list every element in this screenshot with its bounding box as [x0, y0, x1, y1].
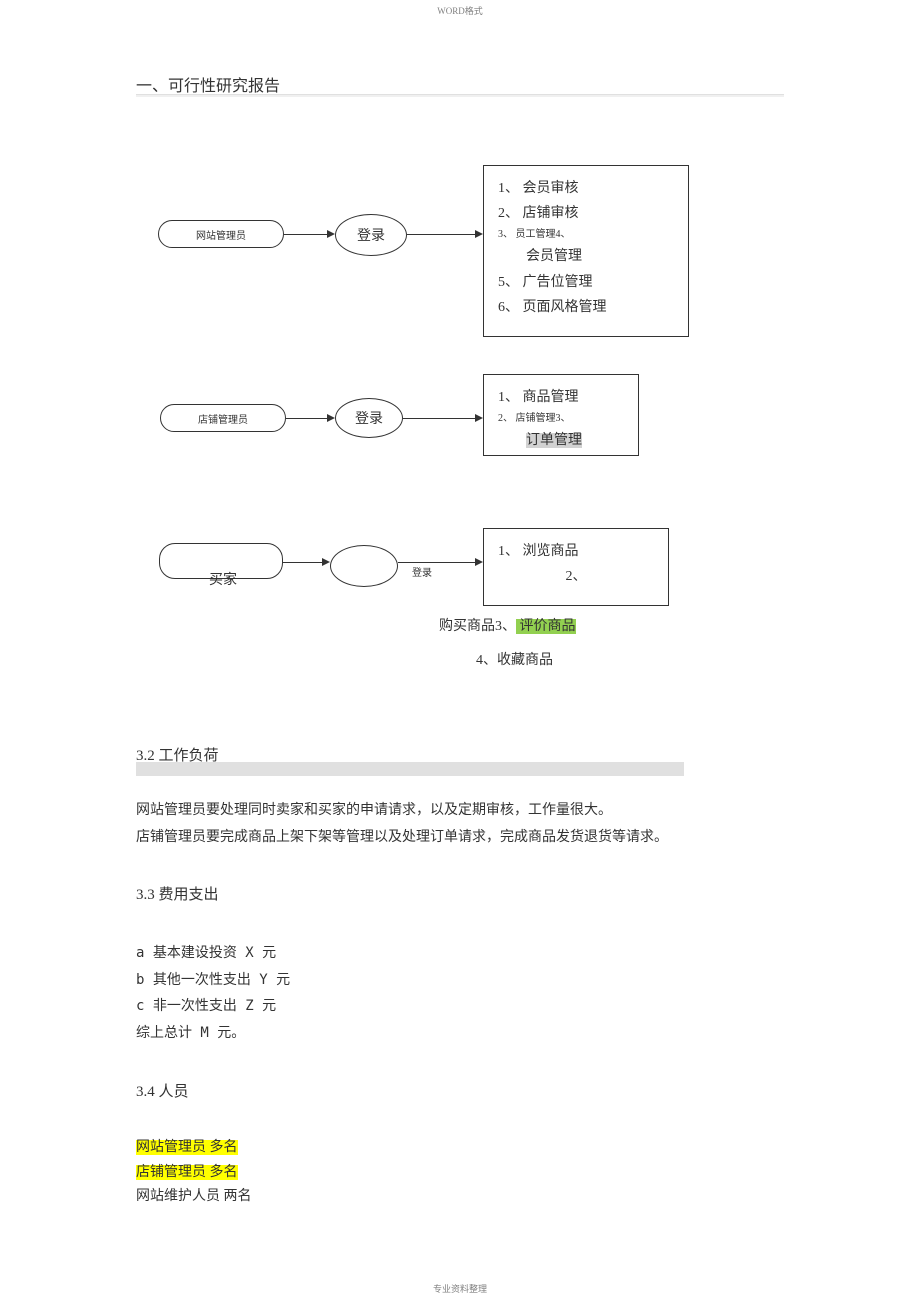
section-3-4-items: 网站管理员 多名店铺管理员 多名网站维护人员 两名: [136, 1136, 252, 1210]
arrow-head-icon: [475, 558, 483, 566]
flow2-list-item: 订单管理: [498, 428, 624, 453]
flow1-actor-box: 网站管理员: [158, 220, 284, 248]
flow3-outside-line: 购买商品3、 评价商品: [439, 615, 576, 635]
flow3-below-line: 4、收藏商品: [476, 649, 553, 669]
footer-label: 专业资料整理: [433, 1282, 487, 1295]
cost-item: a 基本建设投资 X 元: [136, 940, 290, 967]
section-3-3-heading: 3.3 费用支出: [136, 883, 219, 904]
personnel-item: 店铺管理员 多名: [136, 1165, 238, 1180]
flow2-list-item: 1、 商品管理: [498, 385, 624, 410]
flow2-actor-label: 店铺管理员: [198, 411, 248, 426]
flow3-list-item: 1、 浏览商品: [498, 539, 654, 564]
flow1-list-item: 5、 广告位管理: [498, 270, 674, 295]
flowchart-area: 网站管理员 登录 1、 会员审核2、 店铺审核3、 员工管理4、会员管理5、 广…: [0, 0, 920, 700]
arrow-line: [283, 562, 324, 563]
personnel-item: 网站维护人员 两名: [136, 1189, 252, 1204]
body-line: 网站管理员要处理同时卖家和买家的申请请求，以及定期审核，工作量很大。: [136, 798, 668, 825]
arrow-head-icon: [475, 414, 483, 422]
arrow-line: [286, 418, 329, 419]
flow3-list-item: 2、: [498, 564, 654, 589]
arrow-head-icon: [322, 558, 330, 566]
flow2-actor-box: 店铺管理员: [160, 404, 286, 432]
flow3-action-oval: [330, 545, 398, 587]
flow2-action-label: 登录: [355, 408, 383, 428]
flow1-list-item: 1、 会员审核: [498, 176, 674, 201]
flow1-actor-label: 网站管理员: [196, 227, 246, 242]
section-3-3-items: a 基本建设投资 X 元b 其他一次性支出 Y 元c 非一次性支出 Z 元综上总…: [136, 940, 290, 1046]
flow3-action-label: 登录: [412, 564, 432, 579]
section-3-2-body: 网站管理员要处理同时卖家和买家的申请请求，以及定期审核，工作量很大。店铺管理员要…: [136, 798, 668, 851]
arrow-head-icon: [475, 230, 483, 238]
arrow-head-icon: [327, 230, 335, 238]
arrow-line: [284, 234, 329, 235]
flow1-list-item: 会员管理: [498, 244, 674, 269]
cost-item: c 非一次性支出 Z 元: [136, 993, 290, 1020]
arrow-line: [407, 234, 477, 235]
flow3-list-box: 1、 浏览商品2、: [483, 528, 669, 606]
cost-item: 综上总计 M 元。: [136, 1020, 290, 1047]
flow2-list-box: 1、 商品管理2、 店铺管理3、订单管理: [483, 374, 639, 456]
flow1-action-label: 登录: [357, 225, 385, 245]
flow1-list-item: 6、 页面风格管理: [498, 295, 674, 320]
flow1-list-item: 2、 店铺审核: [498, 201, 674, 226]
body-line: 店铺管理员要完成商品上架下架等管理以及处理订单请求，完成商品发货退货等请求。: [136, 825, 668, 852]
flow1-list-item: 3、 员工管理4、: [498, 226, 674, 244]
personnel-item: 网站管理员 多名: [136, 1140, 238, 1155]
flow1-list-box: 1、 会员审核2、 店铺审核3、 员工管理4、会员管理5、 广告位管理6、 页面…: [483, 165, 689, 337]
arrow-line: [403, 418, 477, 419]
flow1-action-oval: 登录: [335, 214, 407, 256]
flow2-action-oval: 登录: [335, 398, 403, 438]
flow3-actor-label: 买家: [209, 569, 237, 589]
arrow-head-icon: [327, 414, 335, 422]
flow2-list-item: 2、 店铺管理3、: [498, 410, 624, 428]
section-3-4-heading: 3.4 人员: [136, 1080, 189, 1101]
section-3-2-bar: [136, 762, 684, 776]
cost-item: b 其他一次性支出 Y 元: [136, 967, 290, 994]
arrow-line: [398, 562, 477, 563]
